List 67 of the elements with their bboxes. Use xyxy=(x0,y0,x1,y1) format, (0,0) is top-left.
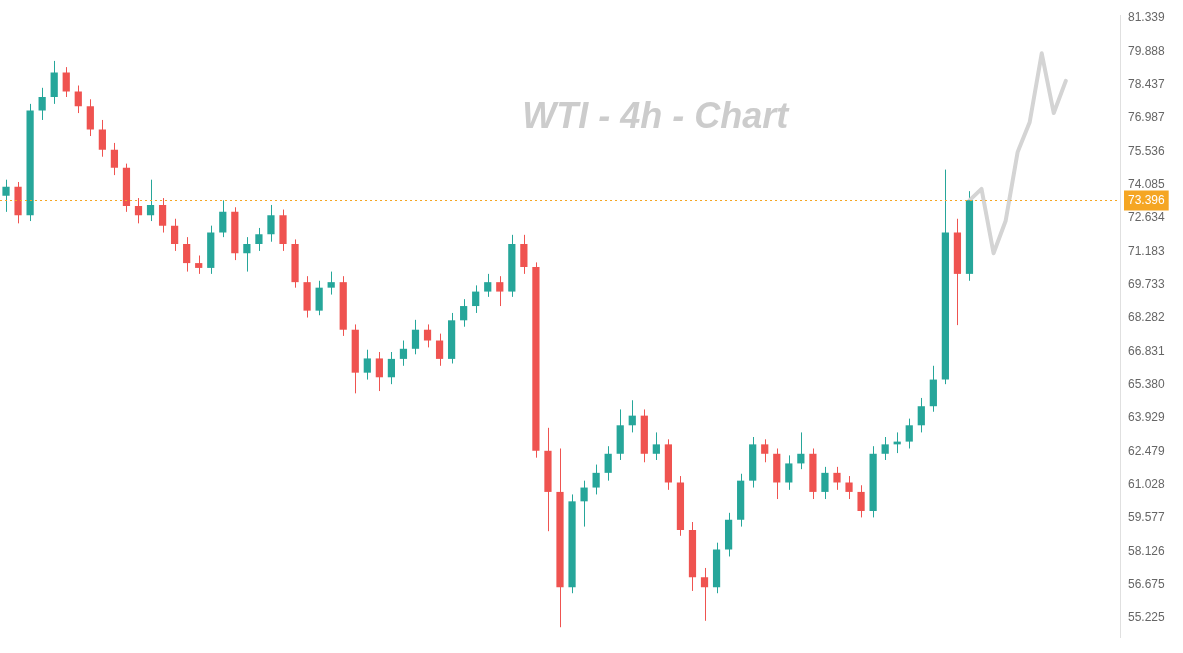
candlestick xyxy=(267,204,275,243)
candlestick xyxy=(484,273,492,298)
y-tick-label: 62.479 xyxy=(1128,443,1166,458)
candlestick xyxy=(580,480,588,528)
candlestick xyxy=(821,466,829,500)
candlestick xyxy=(520,234,528,275)
candlestick xyxy=(423,323,432,348)
candlestick xyxy=(2,179,10,213)
candlestick xyxy=(652,431,660,461)
candlestick xyxy=(219,199,227,238)
candlestick xyxy=(496,275,504,307)
candlestick xyxy=(375,351,383,392)
candlestick xyxy=(399,340,408,367)
y-tick-label: 79.888 xyxy=(1128,43,1166,58)
y-tick-label: 68.282 xyxy=(1128,310,1166,325)
y-tick-label: 75.536 xyxy=(1128,143,1166,158)
candlestick xyxy=(905,418,913,449)
candlestick xyxy=(387,351,396,385)
candlestick xyxy=(86,98,94,137)
y-tick-label: 65.380 xyxy=(1128,376,1166,391)
candlestick xyxy=(195,255,203,275)
y-tick-label: 69.733 xyxy=(1128,276,1166,291)
candlestick xyxy=(604,445,612,482)
candlestick xyxy=(327,271,335,296)
candlestick xyxy=(435,333,444,367)
candlestick xyxy=(472,284,480,314)
candlestick xyxy=(857,484,865,518)
ref-line-label: 73.396 xyxy=(1128,192,1166,207)
candlestick xyxy=(628,399,636,433)
candlestick xyxy=(797,431,805,470)
candlestick xyxy=(74,85,82,114)
y-tick-label: 59.577 xyxy=(1128,510,1166,525)
candlestick xyxy=(411,319,420,355)
candlestick xyxy=(833,466,841,491)
y-tick-label: 61.028 xyxy=(1128,476,1166,491)
y-tick-label: 56.675 xyxy=(1128,576,1166,591)
candlestick xyxy=(171,218,179,252)
candlestick xyxy=(243,236,251,273)
candlestick xyxy=(183,236,191,273)
candlestick xyxy=(98,119,106,158)
candlestick xyxy=(761,438,769,463)
y-tick-label: 72.634 xyxy=(1128,210,1166,225)
candlestick xyxy=(592,464,600,495)
y-tick-label: 74.085 xyxy=(1128,176,1166,191)
y-tick-label: 81.339 xyxy=(1128,10,1166,25)
y-tick-label: 63.929 xyxy=(1128,410,1166,425)
candlestick xyxy=(315,280,323,316)
candlestick xyxy=(881,436,889,461)
candlestick xyxy=(110,142,119,176)
candlestick xyxy=(134,197,143,224)
candlestick xyxy=(785,454,793,491)
candlestick xyxy=(62,66,70,98)
candlestick xyxy=(38,87,46,121)
candlestick xyxy=(158,197,167,234)
y-tick-label: 66.831 xyxy=(1128,343,1166,358)
candlestick xyxy=(845,475,853,500)
candlestick xyxy=(363,349,371,381)
y-tick-label: 71.183 xyxy=(1128,243,1166,258)
candlestick xyxy=(460,298,468,328)
y-tick-label: 76.987 xyxy=(1128,110,1166,125)
candlestick xyxy=(917,397,925,433)
y-tick-label: 78.437 xyxy=(1128,76,1166,91)
candlestick xyxy=(255,227,263,252)
candlestick xyxy=(146,179,155,222)
y-tick-label: 58.126 xyxy=(1128,543,1166,558)
y-tick-label: 55.225 xyxy=(1128,610,1166,625)
candlestick xyxy=(700,567,709,622)
